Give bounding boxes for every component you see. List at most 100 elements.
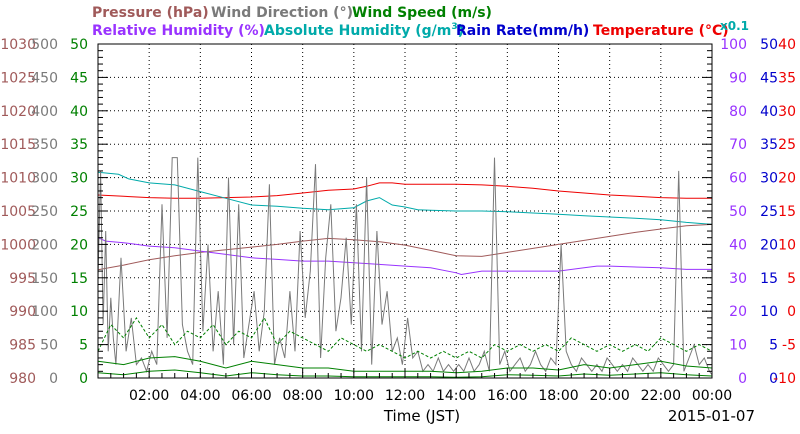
- x-axis: 02:00 04:00 06:00 08:00 10:00 12:00 14:00 16:00…: [129, 388, 732, 404]
- wind-speed-tick-label: 40: [70, 104, 88, 120]
- relative-humidity-tick-label: 90: [729, 70, 747, 86]
- pressure-tick-label: 995: [9, 271, 36, 287]
- temperature-tick-label: 10: [778, 237, 796, 253]
- legend-row-2: Relative Humidity (%) Absolute Humidity …: [92, 19, 749, 39]
- x-tick-label: 20:00: [589, 388, 629, 404]
- x-tick-label: 00:00: [692, 388, 732, 404]
- x-tick-label: 02:00: [129, 388, 169, 404]
- wind-speed-tick-label: 50: [70, 37, 88, 53]
- rain-rate-tick-label: 30: [760, 171, 778, 187]
- relative-humidity-tick-label: 30: [729, 271, 747, 287]
- wind-speed-tick-label: 0: [79, 371, 88, 387]
- series-line: Wind Direction (°): [97, 157, 713, 376]
- pressure-tick-label: 980: [9, 371, 36, 387]
- relative-humidity-tick-label: 100: [720, 37, 747, 53]
- wind-direction-tick-label: 250: [31, 204, 58, 220]
- date-label: 2015-01-07: [668, 407, 755, 425]
- rain-rate-tick-label: 10: [760, 304, 778, 320]
- wind-direction-tick-label: 0: [49, 371, 58, 387]
- pressure-tick-label: 1025: [0, 70, 36, 86]
- temperature-tick-label: 40: [778, 37, 796, 53]
- relative-humidity-tick-label: 50: [729, 204, 747, 220]
- legend-pressure: Pressure (hPa): [92, 5, 209, 21]
- temperature-tick-label: -10: [773, 371, 796, 387]
- rain-rate-tick-label: 5: [769, 338, 778, 354]
- pressure-tick-label: 1020: [0, 104, 36, 120]
- wind-direction-tick-label: 350: [31, 137, 58, 153]
- legend-temperature: Temperature (°C): [593, 23, 729, 39]
- temperature-tick-label: 0: [787, 304, 796, 320]
- pressure-tick-label: 1030: [0, 37, 36, 53]
- right-axes: 1009080706050403020100504540353025201510…: [720, 37, 796, 387]
- legend-multiplier: x0.1: [720, 19, 749, 33]
- wind-speed-tick-label: 35: [70, 137, 88, 153]
- legend-absolute-humidity-sup: 3: [451, 22, 457, 32]
- legend-relative-humidity: Relative Humidity (%): [92, 23, 265, 39]
- temperature-tick-label: 25: [778, 137, 796, 153]
- pressure-tick-label: 990: [9, 304, 36, 320]
- wind-speed-tick-label: 5: [79, 338, 88, 354]
- wind-direction-tick-label: 450: [31, 70, 58, 86]
- relative-humidity-tick-label: 40: [729, 237, 747, 253]
- temperature-tick-label: 20: [778, 171, 796, 187]
- rain-rate-tick-label: 50: [760, 37, 778, 53]
- tick-marks: [97, 43, 713, 379]
- legend-wind-direction: Wind Direction (°): [211, 5, 353, 21]
- legend-absolute-humidity: Absolute Humidity (g/m3): [264, 22, 464, 39]
- left-axes: 1030102510201015101010051000995990985980…: [0, 37, 88, 387]
- wind-direction-tick-label: 200: [31, 237, 58, 253]
- wind-direction-tick-label: 300: [31, 171, 58, 187]
- wind-speed-tick-label: 30: [70, 171, 88, 187]
- wind-direction-tick-label: 150: [31, 271, 58, 287]
- pressure-tick-label: 1010: [0, 171, 36, 187]
- pressure-tick-label: 1005: [0, 204, 36, 220]
- legend-wind-speed: Wind Speed (m/s): [352, 5, 492, 21]
- rain-rate-tick-label: 15: [760, 271, 778, 287]
- series-line: Temperature (°C): [97, 182, 712, 199]
- legend-rain-rate: Rain Rate(mm/h): [456, 23, 589, 39]
- temperature-tick-label: 5: [787, 271, 796, 287]
- x-axis-title: Time (JST): [383, 407, 460, 425]
- pressure-tick-label: 985: [9, 338, 36, 354]
- temperature-tick-label: 35: [778, 70, 796, 86]
- x-tick-label: 16:00: [487, 388, 527, 404]
- relative-humidity-tick-label: 60: [729, 171, 747, 187]
- relative-humidity-tick-label: 80: [729, 104, 747, 120]
- wind-direction-tick-label: 400: [31, 104, 58, 120]
- relative-humidity-tick-label: 0: [738, 371, 747, 387]
- wind-speed-tick-label: 15: [70, 271, 88, 287]
- x-tick-label: 22:00: [641, 388, 681, 404]
- temperature-tick-label: 15: [778, 204, 796, 220]
- rain-rate-tick-label: 45: [760, 70, 778, 86]
- rain-rate-tick-label: 35: [760, 137, 778, 153]
- series-line: Relative Humidity (%): [97, 237, 712, 276]
- x-tick-label: 18:00: [538, 388, 578, 404]
- wind-direction-tick-label: 500: [31, 37, 58, 53]
- wind-speed-tick-label: 20: [70, 237, 88, 253]
- wind-speed-tick-label: 45: [70, 70, 88, 86]
- relative-humidity-tick-label: 20: [729, 304, 747, 320]
- wind-direction-tick-label: 100: [31, 304, 58, 320]
- wind-direction-tick-label: 50: [40, 338, 58, 354]
- wind-speed-tick-label: 25: [70, 204, 88, 220]
- x-tick-label: 06:00: [231, 388, 271, 404]
- legend-absolute-humidity-label: Absolute Humidity (g/m: [264, 23, 451, 39]
- relative-humidity-tick-label: 70: [729, 137, 747, 153]
- rain-rate-tick-label: 20: [760, 237, 778, 253]
- x-tick-label: 10:00: [334, 388, 374, 404]
- relative-humidity-tick-label: 10: [729, 338, 747, 354]
- temperature-tick-label: 30: [778, 104, 796, 120]
- rain-rate-tick-label: 25: [760, 204, 778, 220]
- pressure-tick-label: 1000: [0, 237, 36, 253]
- temperature-tick-label: -5: [782, 338, 796, 354]
- rain-rate-tick-label: 40: [760, 104, 778, 120]
- x-tick-label: 04:00: [180, 388, 220, 404]
- wind-speed-tick-label: 10: [70, 304, 88, 320]
- legend-absolute-humidity-tail: ): [458, 23, 464, 39]
- rain-rate-tick-label: 0: [769, 371, 778, 387]
- legend-row-1: Pressure (hPa) Wind Direction (°) Wind S…: [92, 5, 492, 21]
- x-tick-label: 14:00: [436, 388, 476, 404]
- x-tick-label: 12:00: [385, 388, 425, 404]
- x-tick-label: 08:00: [282, 388, 322, 404]
